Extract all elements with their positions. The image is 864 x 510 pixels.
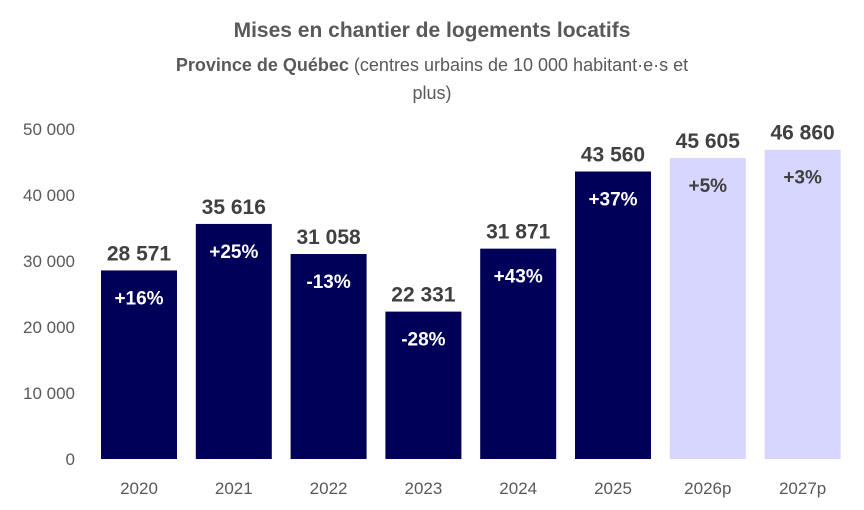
y-tick-label: 40 000 <box>23 186 75 205</box>
change-label: -28% <box>401 330 445 351</box>
chart-subtitle-rest: (centres urbains de 10 000 habitant·e·s … <box>349 55 688 75</box>
change-label: +3% <box>783 168 822 189</box>
x-tick-label: 2026p <box>684 479 731 498</box>
value-label: 22 331 <box>391 284 456 307</box>
y-tick-label: 20 000 <box>23 318 75 337</box>
x-tick-label: 2023 <box>404 479 442 498</box>
value-label: 31 058 <box>296 226 361 249</box>
y-tick-label: 10 000 <box>23 384 75 403</box>
chart-title: Mises en chantier de logements locatifs <box>234 19 631 42</box>
value-label: 31 871 <box>486 221 551 244</box>
bar-2024 <box>480 248 557 459</box>
x-tick-label: 2025 <box>594 479 632 498</box>
bar-2022 <box>290 254 367 459</box>
value-label: 43 560 <box>581 144 645 167</box>
y-axis: 0 10 000 20 000 30 000 40 000 50 000 <box>23 120 75 469</box>
bar-2021 <box>195 223 272 459</box>
change-label: +43% <box>494 267 543 288</box>
x-tick-label: 2027p <box>779 479 826 498</box>
x-tick-label: 2022 <box>310 479 348 498</box>
bars: 28 571 +16% 35 616 +25% 31 058 -13% 22 331 -28%… <box>101 122 841 459</box>
x-tick-label: 2021 <box>215 479 253 498</box>
chart-subtitle-bold: Province de Québec <box>176 55 349 75</box>
value-label: 35 616 <box>202 196 266 219</box>
y-tick-label: 50 000 <box>23 120 75 139</box>
bar-2027p <box>764 149 841 459</box>
change-label: +16% <box>114 288 163 309</box>
chart-subtitle: Province de Québec (centres urbains de 1… <box>176 55 688 75</box>
change-label: +5% <box>689 176 728 197</box>
x-tick-label: 2024 <box>499 479 537 498</box>
chart-subtitle-line2: plus) <box>412 83 451 103</box>
y-tick-label: 0 <box>66 450 75 469</box>
change-label: +37% <box>588 190 637 211</box>
bar-2023 <box>385 311 462 459</box>
x-tick-label: 2020 <box>120 479 158 498</box>
bar-2025 <box>575 171 651 459</box>
value-label: 46 860 <box>770 122 834 145</box>
bar-2020 <box>101 270 177 459</box>
change-label: -13% <box>306 272 350 293</box>
y-tick-label: 30 000 <box>23 252 75 271</box>
x-axis: 2020 2021 2022 2023 2024 2025 2026p 2027p <box>120 479 826 498</box>
value-label: 45 605 <box>676 130 741 153</box>
change-label: +25% <box>209 242 258 263</box>
value-label: 28 571 <box>107 242 172 265</box>
bar-2026p <box>669 158 746 459</box>
